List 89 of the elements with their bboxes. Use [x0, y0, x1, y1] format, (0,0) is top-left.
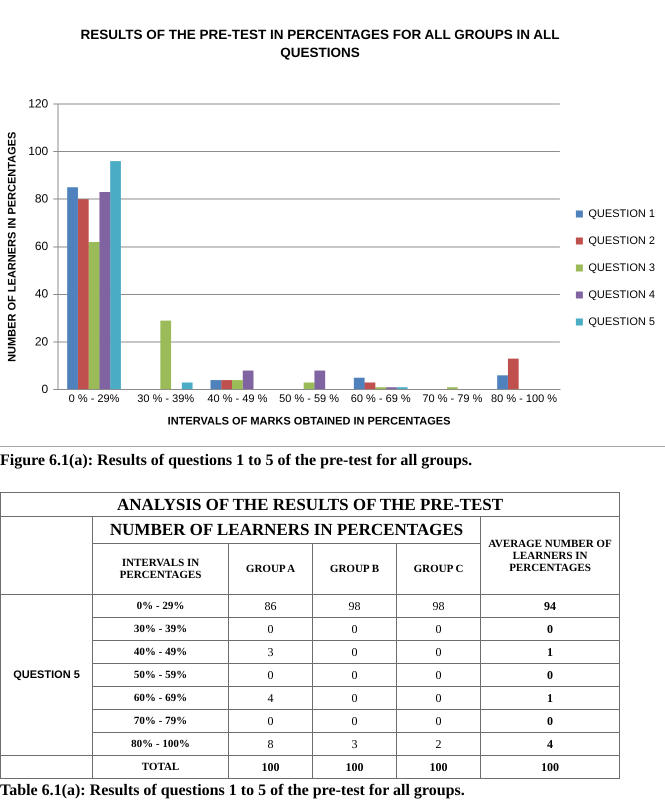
data-label: 4 [228, 686, 312, 710]
data-label: 100 [396, 756, 480, 778]
legend-label: QUESTION 4 [588, 289, 655, 302]
y-tick-label: 80 [34, 192, 49, 206]
y-tick-label: 100 [28, 144, 49, 158]
bar [78, 199, 89, 390]
chart-subtitle: NUMBER OF LEARNERS IN PERCENTAGES [92, 516, 480, 544]
bar [160, 320, 172, 390]
y-tick-label: 70% - 79% [92, 710, 228, 732]
data-label: 0 [396, 664, 480, 686]
data-label: 1 [480, 640, 620, 664]
bar [99, 192, 110, 390]
data-label: 3 [312, 732, 396, 756]
bar [314, 370, 326, 390]
x-tick-label: GROUP A [228, 544, 312, 594]
x-axis-title: INTERVALS OF MARKS OBTAINED IN PERCENTAGES [168, 415, 450, 428]
bar [354, 378, 365, 390]
data-label: 0 [480, 710, 620, 732]
x-tick-label: 70 % - 79 % [422, 393, 483, 406]
bar [67, 187, 78, 390]
y-tick-label: 80% - 100% [92, 732, 228, 756]
bar [110, 161, 121, 390]
data-label: 100 [312, 756, 396, 778]
x-tick-label: AVERAGE NUMBER OF LEARNERS IN PERCENTAGES [480, 516, 620, 594]
y-tick-label: 0 [42, 382, 49, 396]
data-label: 3 [228, 640, 312, 664]
x-tick-label: 60 % - 69 % [350, 393, 411, 406]
data-label: 0 [396, 618, 480, 640]
data-label: 0 [396, 686, 480, 710]
y-tick-label: 40% - 49% [92, 640, 228, 664]
legend-label: QUESTION 5 [588, 316, 655, 328]
y-tick-label: 40 [34, 286, 49, 301]
bar [364, 382, 376, 390]
data-label: 98 [312, 594, 396, 618]
x-tick-label: 40 % - 49 % [207, 393, 268, 406]
y-tick-label: 0% - 29% [92, 594, 228, 618]
data-label: 4 [480, 732, 620, 756]
y-tick-label: 60% - 69% [92, 686, 228, 710]
y-tick-label: 120 [28, 96, 49, 110]
data-label: 0 [312, 640, 396, 664]
bar [88, 242, 100, 390]
data-label: 0 [312, 686, 396, 710]
data-label: 0 [480, 664, 620, 686]
data-label: 0 [228, 664, 312, 686]
bar [232, 380, 243, 390]
caption: Figure 6.1(a): Results of questions 1 to 5 of the pre-test for all groups. [0, 451, 474, 470]
data-label: 0 [396, 640, 480, 664]
x-tick-label: GROUP C [396, 544, 480, 594]
data-label: 2 [396, 732, 480, 756]
y-tick-label: 20 [34, 334, 49, 348]
bar [221, 380, 232, 390]
bar [304, 382, 314, 390]
bar [242, 370, 254, 390]
data-label: 0 [228, 618, 312, 640]
y-tick-label: 30% - 39% [92, 618, 228, 640]
data-label: 0 [228, 710, 312, 732]
text: INTERVALS IN PERCENTAGES [92, 544, 228, 594]
bar [508, 358, 519, 390]
y-tick-label: 50% - 59% [92, 664, 228, 686]
data-label: 98 [396, 594, 480, 618]
chart-title: ANALYSIS OF THE RESULTS OF THE PRE-TEST [0, 492, 620, 516]
data-label: 94 [480, 594, 620, 618]
legend-label: QUESTION 1 [588, 208, 655, 220]
data-label: 100 [480, 756, 620, 778]
data-label: 86 [228, 594, 312, 618]
x-tick-label: 0 % - 29% [68, 393, 120, 406]
caption: Table 6.1(a): Results of questions 1 to 5 of the pre-test for all groups. [0, 781, 466, 800]
y-axis-title: NUMBER OF LEARNERS IN PERCENTAGES [6, 132, 19, 362]
y-tick-label: 60 [34, 239, 49, 254]
bar [182, 382, 193, 390]
data-label: 8 [228, 732, 312, 756]
x-tick-label: GROUP B [312, 544, 396, 594]
y-tick-label: TOTAL [92, 756, 228, 778]
legend-label: QUESTION 3 [588, 262, 655, 274]
data-label: 0 [312, 710, 396, 732]
data-label: 0 [312, 664, 396, 686]
data-label: 0 [312, 618, 396, 640]
x-tick-label: 30 % - 39% [137, 393, 194, 406]
legend-label: QUESTION 2 [588, 235, 655, 248]
bar [210, 380, 222, 390]
data-label: 1 [480, 686, 620, 710]
bar [497, 375, 508, 390]
y-axis-title: QUESTION 5 [0, 594, 92, 756]
x-tick-label: 50 % - 59 % [279, 393, 340, 406]
data-label: 0 [480, 618, 620, 640]
x-tick-label: 80 % - 100 % [491, 393, 558, 406]
data-label: 0 [396, 710, 480, 732]
chart-title: RESULTS OF THE PRE-TEST IN PERCENTAGES FOR ALL GROUPS IN ALL QUESTIONS [79, 26, 561, 62]
data-label: 100 [228, 756, 312, 778]
